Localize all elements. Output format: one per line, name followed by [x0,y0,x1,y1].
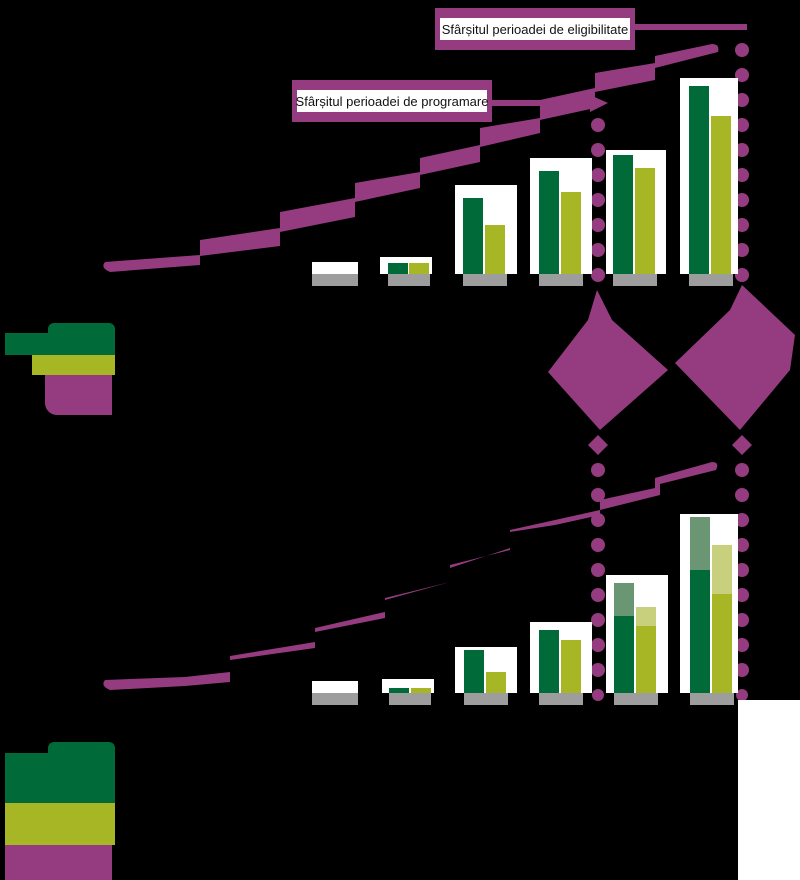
vertical-programming-line [591,118,605,701]
bottom-bar-6-olive-ext [712,545,732,594]
legend-swatch-green-2 [5,753,115,803]
bottom-bar-6-green-ext [690,517,710,570]
top-bar-4-green [539,171,559,274]
legend-swatch-olive [32,355,115,375]
top-bar-6-olive [711,116,731,274]
top-bar-5-green [613,155,633,274]
legend-swatch-green [5,333,115,355]
bottom-bar-5-green-ext [614,583,634,616]
bottom-bar-4-olive [561,640,581,693]
top-bar-3-green [463,198,483,274]
label-end-eligibility-text: Sfârșitul perioadei de eligibilitate [440,18,630,40]
label-end-eligibility: Sfârșitul perioadei de eligibilitate [435,8,635,50]
top-bar-5-olive [635,168,655,274]
bottom-bar-5-green [614,616,634,693]
label-end-programming-text: Sfârșitul perioadei de programare [296,90,488,112]
bottom-bar-6-green [690,570,710,693]
label-end-programming: Sfârșitul perioadei de programare [292,80,492,122]
legend-swatch-purple-2 [5,845,112,880]
bottom-bar-2-green [389,688,409,693]
diamond-right [675,285,795,430]
bottom-bar-4-green [539,630,559,693]
top-bar-3-olive [485,225,505,274]
bottom-bar-5-olive-ext [636,607,656,626]
bottom-bar-3-green [464,650,484,693]
bottom-bar-6-olive [712,594,732,693]
top-bar-2-green [388,263,408,274]
top-bar-6-green [689,86,709,274]
bottom-bar-5-olive [636,626,656,693]
bottom-bar-3-olive [486,672,506,693]
legend-swatch-purple [45,375,112,415]
axis-tick-1 [312,274,358,286]
bottom-cumulative-line [103,462,718,690]
top-bar-2-olive [409,263,429,274]
vertical-eligibility-line [735,43,749,701]
bottom-bar-2-olive [411,688,431,693]
top-bar-4-olive [561,192,581,274]
legend-swatch-olive-2 [5,803,115,845]
diamond-left [548,290,668,430]
